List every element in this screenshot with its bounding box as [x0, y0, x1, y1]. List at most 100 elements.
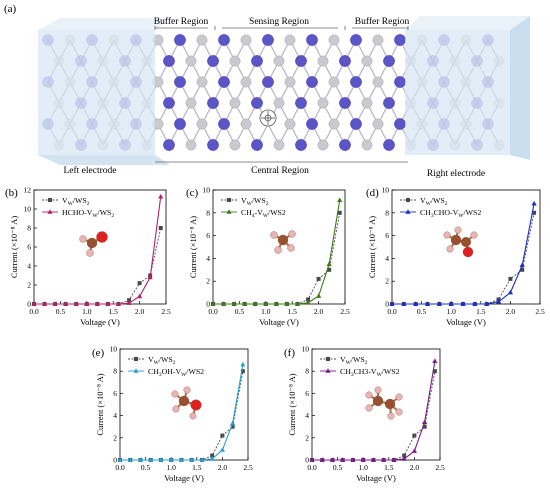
tungsten-atom	[339, 97, 351, 109]
data-point-triangle	[137, 293, 143, 299]
data-point-square	[337, 210, 342, 215]
sulfur-atom	[185, 97, 197, 109]
data-point-triangle	[242, 301, 248, 306]
data-point-triangle	[401, 301, 407, 306]
y-tick-label: 4	[206, 254, 210, 263]
panel-tag: (c)	[186, 187, 199, 199]
hydrogen-atom	[454, 226, 462, 234]
x-tick-label: 2.5	[535, 307, 545, 316]
data-point-triangle	[231, 301, 237, 306]
data-point-triangle	[370, 457, 377, 462]
hydrogen-atom	[270, 231, 278, 239]
data-point-triangle	[63, 301, 69, 306]
x-tick-label: 1.5	[109, 307, 119, 316]
hydrogen-atom	[171, 390, 179, 398]
legend-marker	[226, 209, 232, 214]
y-tick-label: 6	[305, 389, 309, 398]
tungsten-atom	[306, 34, 318, 46]
tungsten-atom	[350, 76, 362, 88]
iv-charts: (b) 0.0 0.5 1.0 1.5 2.0 2.5 0 2 4 6 8 10 12 Voltage (V…	[5, 186, 545, 484]
hydrogen-atom	[189, 412, 197, 420]
data-point-triangle	[178, 457, 185, 462]
data-point-square	[137, 281, 142, 286]
chart-e: (e) 0.0 0.5 1.0 1.5 2.0 2.5 0 2 4 6 8 10 Voltage (V) C…	[92, 345, 253, 484]
series-line-1	[120, 364, 244, 461]
legend-label: VW/WS2	[241, 196, 269, 207]
sulfur-atom	[361, 55, 373, 67]
carbon-atom	[178, 395, 190, 407]
tungsten-atom	[174, 118, 186, 130]
legend-label: HCHO-VW/WS2	[62, 208, 114, 219]
data-point-triangle	[507, 289, 513, 295]
data-point-square	[432, 369, 437, 374]
legend-label: CH3CHO-VW/WS2	[420, 208, 481, 219]
legend-label: VW/WS2	[340, 355, 368, 366]
data-point-square	[508, 276, 513, 281]
data-point-triangle	[105, 301, 111, 306]
carbon-atom	[86, 237, 98, 249]
data-point-square	[127, 298, 132, 303]
sulfur-atom	[328, 118, 340, 130]
data-point-triangle	[411, 448, 417, 453]
y-axis-label: Current (×10⁻⁸ A)	[95, 373, 105, 435]
y-axis-label: Current (×10⁻⁸ A)	[287, 373, 297, 435]
vacancy-site-icon	[259, 109, 277, 127]
sulfur-atom	[284, 34, 296, 46]
data-point-triangle	[230, 420, 236, 426]
tungsten-atom	[295, 139, 307, 151]
data-point-triangle	[240, 361, 246, 367]
tungsten-atom	[262, 76, 274, 88]
x-tick-label: 0.5	[333, 463, 343, 472]
data-point-triangle	[531, 200, 537, 206]
panel-a-structure: (a) Buffer Region Sensing Region Buffer …	[4, 3, 530, 179]
x-tick-label: 1.0	[447, 307, 457, 316]
data-point-triangle	[340, 457, 346, 462]
y-tick-label: 2	[27, 281, 31, 290]
central-region-label: Central Region	[251, 166, 309, 176]
sulfur-atom	[196, 76, 208, 88]
sulfur-atom	[273, 139, 285, 151]
oxygen-atom	[462, 246, 474, 258]
data-point-triangle	[189, 457, 195, 462]
tungsten-atom	[218, 118, 230, 130]
x-tick-label: 2.0	[314, 307, 324, 316]
data-point-square	[532, 210, 537, 215]
data-point-triangle	[52, 301, 58, 306]
data-point-triangle	[73, 301, 79, 306]
tungsten-atom	[350, 118, 362, 130]
carbon-atom	[277, 234, 289, 246]
x-tick-label: 1.5	[288, 307, 298, 316]
data-point-triangle	[401, 456, 407, 461]
sulfur-atom	[273, 97, 285, 109]
y-tick-label: 8	[27, 224, 31, 233]
data-point-square	[210, 453, 215, 458]
x-tick-label: 1.0	[359, 463, 369, 472]
data-point-triangle	[389, 301, 395, 306]
hydrogen-atom	[395, 393, 403, 401]
sulfur-atom	[372, 118, 384, 130]
y-tick-label: 2	[113, 433, 117, 442]
chart-d: (d) 0.0 0.5 1.0 1.5 2.0 2.5 0 2 4 6 8 10 Voltage (V) C…	[366, 186, 545, 328]
data-point-triangle	[422, 419, 428, 425]
data-point-triangle	[381, 457, 387, 462]
sulfur-atom	[273, 55, 285, 67]
hcho-molecule-icon	[79, 231, 108, 257]
x-tick-label: 1.0	[261, 307, 271, 316]
legend-label: VW/WS2	[420, 196, 448, 207]
carbon-atom	[384, 398, 396, 410]
hydrogen-atom	[395, 408, 403, 416]
x-axis-label: Voltage (V)	[80, 317, 120, 327]
sulfur-atom	[229, 139, 241, 151]
y-tick-label: 2	[206, 277, 210, 286]
data-point-square	[306, 297, 311, 302]
tungsten-atom	[207, 55, 219, 67]
data-point-triangle	[137, 457, 144, 462]
data-point-triangle	[350, 457, 356, 462]
tungsten-atom	[383, 55, 395, 67]
hydrogen-atom	[274, 246, 282, 254]
y-tick-label: 2	[385, 277, 389, 286]
data-point-square	[402, 453, 407, 458]
right-electrode-box	[405, 16, 530, 160]
tungsten-atom	[295, 97, 307, 109]
data-point-triangle	[424, 301, 431, 306]
